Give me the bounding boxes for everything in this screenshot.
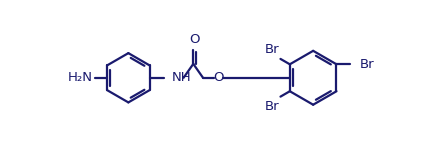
- Text: Br: Br: [359, 58, 374, 71]
- Text: NH: NH: [171, 71, 191, 84]
- Text: Br: Br: [264, 43, 279, 56]
- Text: O: O: [189, 33, 199, 46]
- Text: H₂N: H₂N: [68, 71, 92, 84]
- Text: O: O: [213, 71, 224, 84]
- Text: Br: Br: [264, 100, 279, 113]
